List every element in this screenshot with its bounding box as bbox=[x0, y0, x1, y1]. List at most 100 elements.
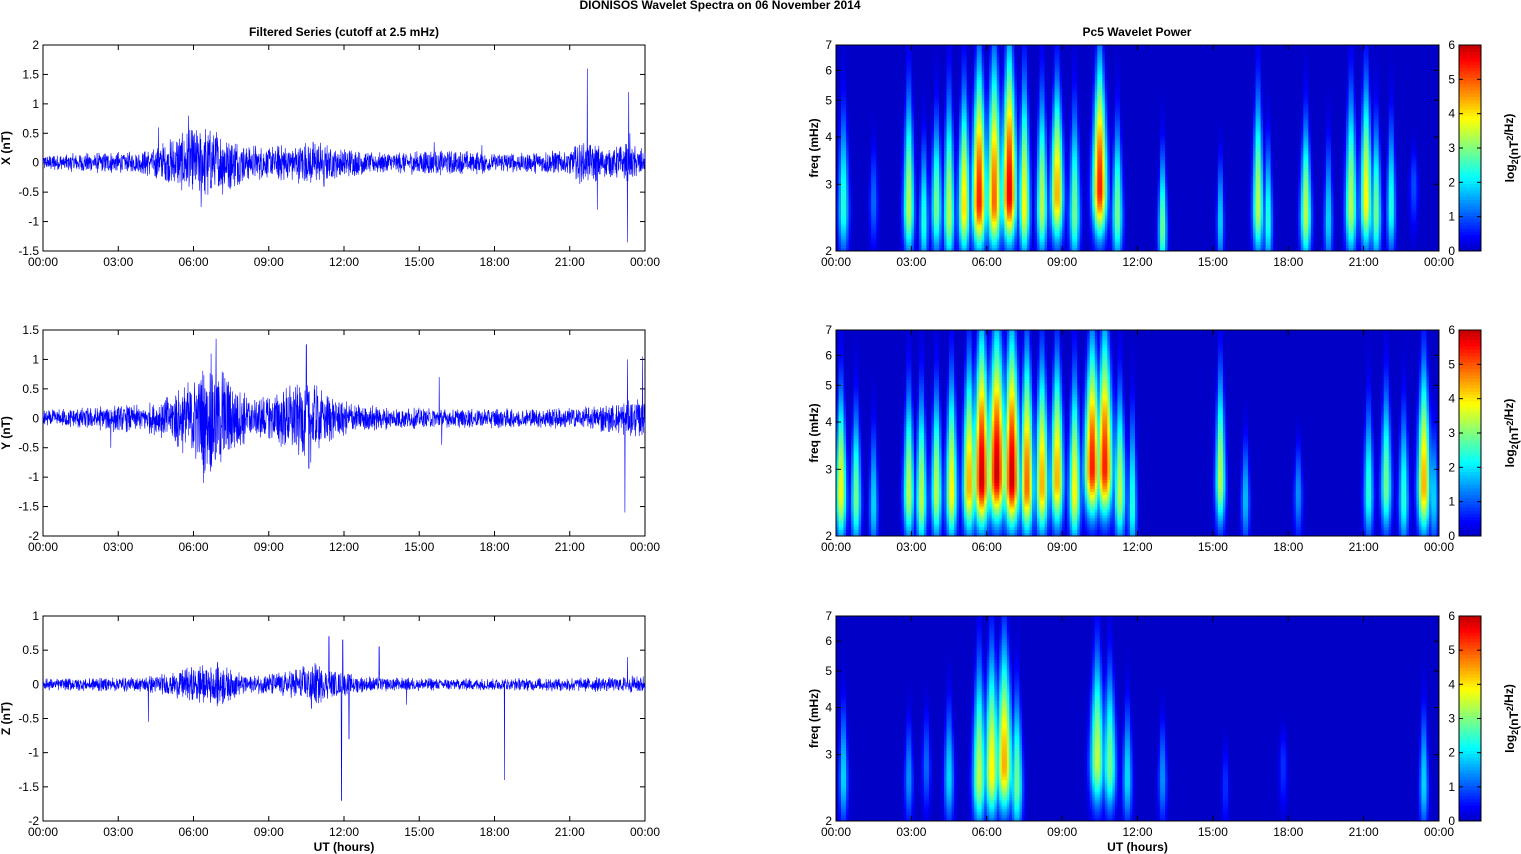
y-tick-label: -1.5 bbox=[18, 500, 39, 514]
x-tick-label: 00:00 bbox=[821, 540, 851, 554]
y-tick-label: 0.5 bbox=[22, 382, 39, 396]
x-tick-label: 21:00 bbox=[555, 540, 585, 554]
x-tick-label: 03:00 bbox=[103, 255, 133, 269]
colorbar-tick-label: 2 bbox=[1448, 746, 1455, 760]
y-tick-label: -1 bbox=[28, 470, 39, 484]
y-tick-label: 7 bbox=[825, 609, 832, 623]
x-tick-label: 15:00 bbox=[1198, 825, 1228, 839]
x-tick-label: 06:00 bbox=[178, 540, 208, 554]
y-axis-label: Z (nT) bbox=[0, 702, 13, 735]
x-tick-label: 18:00 bbox=[479, 255, 509, 269]
x-tick-label: 12:00 bbox=[329, 540, 359, 554]
spectrum-heatmap bbox=[836, 45, 1439, 251]
x-tick-label: 15:00 bbox=[1198, 540, 1228, 554]
y-tick-label: -0.5 bbox=[18, 441, 39, 455]
y-tick-label: 0 bbox=[32, 411, 39, 425]
x-tick-label: 15:00 bbox=[404, 540, 434, 554]
y-tick-label: 1.5 bbox=[22, 67, 39, 81]
figure-title: DIONISOS Wavelet Spectra on 06 November … bbox=[580, 0, 861, 12]
y-tick-label: 5 bbox=[825, 378, 832, 392]
x-tick-label: 00:00 bbox=[821, 255, 851, 269]
x-tick-label: 18:00 bbox=[479, 540, 509, 554]
x-tick-label: 12:00 bbox=[1122, 255, 1152, 269]
x-tick-label: 03:00 bbox=[896, 540, 926, 554]
x-tick-label: 09:00 bbox=[254, 255, 284, 269]
colorbar-tick-label: 3 bbox=[1448, 712, 1455, 726]
x-tick-label: 03:00 bbox=[103, 825, 133, 839]
y-tick-label: 0 bbox=[32, 156, 39, 170]
spectrum-panel-1: 2 3 4 5 6 7 00:00 03:00 06:00 09:00 12:00 15:00 18:0… bbox=[807, 38, 1521, 269]
x-tick-label: 06:00 bbox=[972, 825, 1002, 839]
x-tick-label: 21:00 bbox=[1349, 540, 1379, 554]
colorbar-tick-label: 1 bbox=[1448, 495, 1455, 509]
spectrum-heatmap bbox=[836, 330, 1439, 536]
x-tick-label: 18:00 bbox=[1273, 255, 1303, 269]
y-tick-label: -0.5 bbox=[18, 712, 39, 726]
colorbar-tick-label: 1 bbox=[1448, 210, 1455, 224]
x-tick-label: 15:00 bbox=[404, 255, 434, 269]
colorbar-tick-label: 5 bbox=[1448, 72, 1455, 86]
x-tick-label: 00:00 bbox=[630, 540, 660, 554]
y-axis-label: Y (nT) bbox=[0, 416, 13, 450]
y-tick-label: -1.5 bbox=[18, 780, 39, 794]
colorbar-tick-label: 6 bbox=[1448, 609, 1455, 623]
y-axis-label: X (nT) bbox=[0, 131, 13, 165]
y-tick-label: 6 bbox=[825, 634, 832, 648]
y-tick-label: -1 bbox=[28, 215, 39, 229]
x-tick-label: 00:00 bbox=[630, 255, 660, 269]
y-tick-label: 0.5 bbox=[22, 643, 39, 657]
plot-frame bbox=[43, 45, 645, 251]
colorbar-tick-label: 6 bbox=[1448, 323, 1455, 337]
x-tick-label: 15:00 bbox=[1198, 255, 1228, 269]
colorbar-tick-label: 1 bbox=[1448, 780, 1455, 794]
x-tick-label: 00:00 bbox=[630, 825, 660, 839]
colorbar-tick-label: 2 bbox=[1448, 175, 1455, 189]
y-tick-label: 1 bbox=[32, 352, 39, 366]
y-tick-label: 0.5 bbox=[22, 126, 39, 140]
colorbar-tick-label: 3 bbox=[1448, 426, 1455, 440]
y-tick-label: 1 bbox=[32, 609, 39, 623]
x-tick-label: 09:00 bbox=[1047, 255, 1077, 269]
colorbar-tick-label: 4 bbox=[1448, 392, 1455, 406]
x-tick-label: 09:00 bbox=[254, 825, 284, 839]
x-tick-label: 06:00 bbox=[972, 255, 1002, 269]
x-tick-label: 03:00 bbox=[896, 825, 926, 839]
y-tick-label: -1 bbox=[28, 746, 39, 760]
x-tick-label: 18:00 bbox=[1273, 825, 1303, 839]
y-axis-label: freq (mHz) bbox=[807, 689, 821, 748]
x-tick-label: 00:00 bbox=[28, 255, 58, 269]
x-tick-label: 12:00 bbox=[329, 255, 359, 269]
y-tick-label: 5 bbox=[825, 93, 832, 107]
x-tick-label: 06:00 bbox=[178, 255, 208, 269]
x-tick-label: 03:00 bbox=[896, 255, 926, 269]
x-tick-label: 18:00 bbox=[1273, 540, 1303, 554]
y-tick-label: -0.5 bbox=[18, 185, 39, 199]
x-tick-label: 06:00 bbox=[178, 825, 208, 839]
colorbar-tick-label: 6 bbox=[1448, 38, 1455, 52]
x-tick-label: 12:00 bbox=[329, 825, 359, 839]
colorbar-tick-label: 5 bbox=[1448, 357, 1455, 371]
y-axis-label: freq (mHz) bbox=[807, 118, 821, 177]
colorbar-label: log2(nT2/Hz) bbox=[1502, 114, 1521, 183]
x-tick-label: 09:00 bbox=[1047, 825, 1077, 839]
colorbar-tick-label: 4 bbox=[1448, 677, 1455, 691]
colorbar-label: log2(nT2/Hz) bbox=[1502, 399, 1521, 468]
x-tick-label: 00:00 bbox=[28, 540, 58, 554]
colorbar-tick-label: 0 bbox=[1448, 529, 1455, 543]
x-tick-label: 09:00 bbox=[1047, 540, 1077, 554]
colorbar-label: log2(nT2/Hz) bbox=[1502, 684, 1521, 753]
series-panel-2: -2-1.5-1-0.500.511.500:00 03:00 06:00 09:00… bbox=[0, 323, 660, 554]
y-tick-label: 4 bbox=[825, 130, 832, 144]
plot-frame bbox=[43, 616, 645, 821]
x-tick-label: 06:00 bbox=[972, 540, 1002, 554]
x-tick-label: 15:00 bbox=[404, 825, 434, 839]
x-tick-label: 09:00 bbox=[254, 540, 284, 554]
y-tick-label: 4 bbox=[825, 415, 832, 429]
y-tick-label: 3 bbox=[825, 177, 832, 191]
x-tick-label: 18:00 bbox=[479, 825, 509, 839]
colorbar-tick-label: 0 bbox=[1448, 814, 1455, 828]
y-tick-label: 7 bbox=[825, 38, 832, 52]
